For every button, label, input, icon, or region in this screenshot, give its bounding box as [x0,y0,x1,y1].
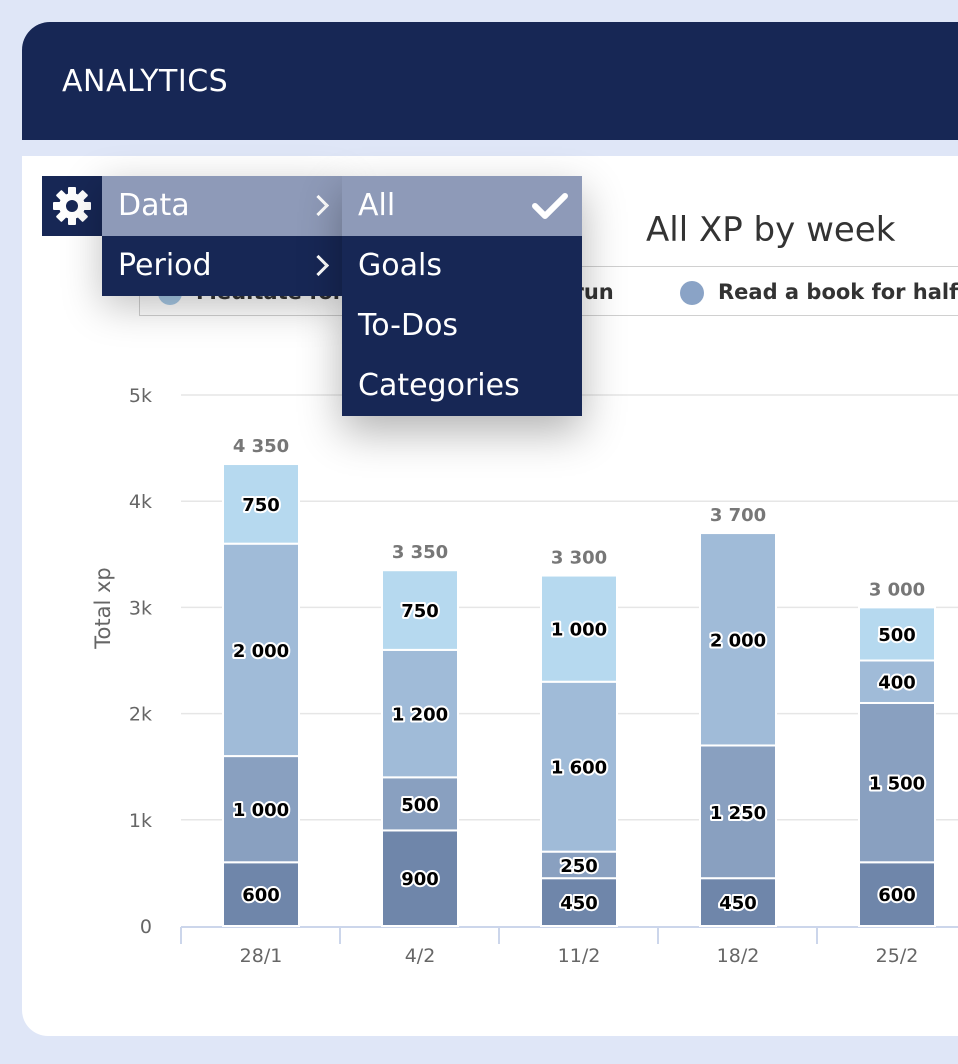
bar-segment [858,861,936,928]
data-label: 750 [242,495,280,516]
x-tick-label: 4/2 [405,945,436,967]
bar-segment [699,877,777,928]
total-label: 4 350 [233,436,289,457]
menu-item-label: To-Dos [358,308,459,343]
y-axis-label: Total xp [91,567,115,649]
data-submenu: All Goals To-Dos Categories [342,176,582,416]
bar-segment [381,648,459,779]
data-label: 2 000 [710,630,766,651]
data-label: 750 [401,601,439,622]
legend-dot-icon [680,281,704,305]
chevron-right-icon [307,254,330,277]
gear-icon [53,187,91,225]
bar-segment [858,701,936,864]
data-label: 450 [719,893,757,914]
page-title: ANALYTICS [62,64,229,99]
bar-segment [858,659,936,704]
data-label: 1 600 [551,758,607,779]
data-label: 1 500 [869,774,925,795]
legend-label: Read a book for half [718,280,958,304]
menu-item-period[interactable]: Period [102,236,342,296]
bar-segment [699,532,777,747]
data-label: 1 250 [710,803,766,824]
x-tick-label: 18/2 [717,945,760,967]
y-tick-label: 2k [129,704,152,726]
bar-segment [222,755,300,864]
data-label: 250 [560,856,598,877]
x-tick-label: 11/2 [558,945,601,967]
submenu-item-todos[interactable]: To-Dos [342,296,582,356]
data-label: 600 [242,885,280,906]
data-label: 400 [878,673,916,694]
bar-segment [381,569,459,651]
total-label: 3 300 [551,548,607,569]
check-icon [532,193,568,219]
menu-item-label: Categories [358,368,520,403]
menu-item-label: All [358,188,396,223]
settings-button[interactable] [42,176,102,236]
x-tick-label: 25/2 [876,945,919,967]
bar-segment [540,877,618,928]
bar-segment [858,606,936,662]
data-label: 450 [560,893,598,914]
data-label: 500 [878,625,916,646]
total-label: 3 000 [869,579,925,600]
menu-item-label: Data [118,188,190,223]
menu-item-data[interactable]: Data [102,176,342,236]
total-label: 3 350 [392,542,448,563]
data-label: 1 000 [233,800,289,821]
chevron-right-icon [307,194,330,217]
settings-menu: Data Period [102,176,342,296]
header-bar: ANALYTICS [22,22,958,140]
submenu-item-all[interactable]: All [342,176,582,236]
menu-item-label: Period [118,248,212,283]
menu-item-label: Goals [358,248,442,283]
data-label: 500 [401,795,439,816]
y-tick-label: 1k [129,810,152,832]
data-label: 2 000 [233,641,289,662]
data-label: 600 [878,885,916,906]
x-tick-label: 28/1 [240,945,283,967]
bar-segment [222,463,300,545]
data-label: 1 200 [392,705,448,726]
bar-segment [540,574,618,683]
submenu-item-categories[interactable]: Categories [342,356,582,416]
y-tick-label: 3k [129,597,152,619]
bar-segment [222,542,300,758]
submenu-item-goals[interactable]: Goals [342,236,582,296]
y-tick-label: 4k [129,491,152,513]
bar-segment [540,850,618,880]
bar-segment [381,829,459,927]
y-tick-label: 0 [140,916,152,938]
total-label: 3 700 [710,505,766,526]
y-tick-label: 5k [129,385,152,407]
data-label: 1 000 [551,620,607,641]
bar-segment [381,776,459,832]
data-label: 900 [401,869,439,890]
chart-title: All XP by week [646,210,896,250]
